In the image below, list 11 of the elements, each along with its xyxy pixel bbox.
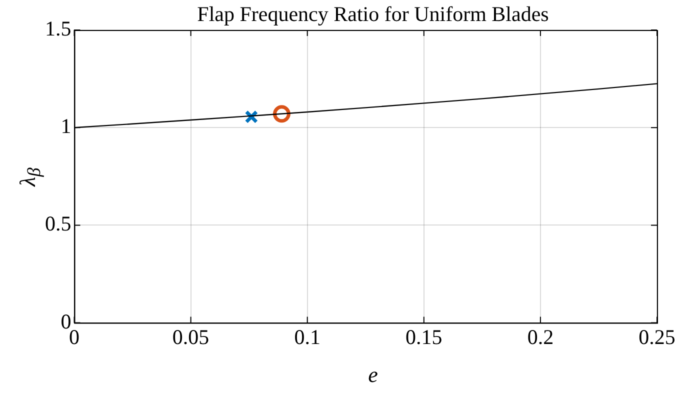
y-tick-label: 0 [60,309,72,334]
x-tick-label: 0.15 [406,324,442,349]
x-tick-label: 0.05 [172,324,210,349]
chart-title: Flap Frequency Ratio for Uniform Blades [196,2,550,27]
y-tick-label: 1.5 [45,16,72,41]
x-tick-label: 0.25 [638,324,676,349]
y-tick-label: 1 [60,114,72,138]
x-tick-label: 0.1 [294,324,320,349]
x-axis-title: e [367,362,379,388]
x-tick-label: 0.2 [527,324,554,349]
y-tick-label: 0.5 [45,212,72,236]
